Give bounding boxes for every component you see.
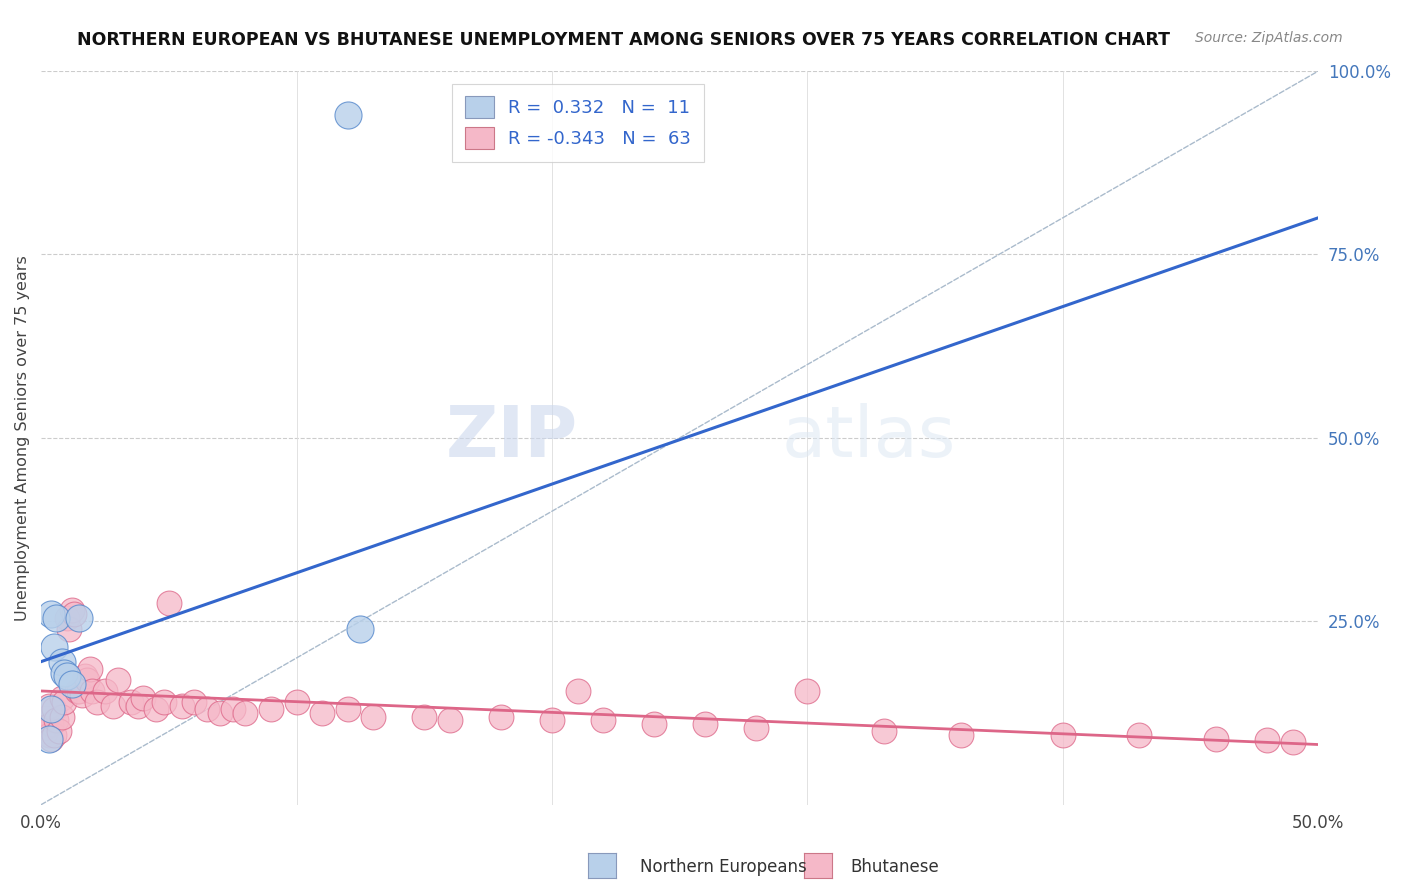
Point [60,676,83,690]
Point [53,695,76,709]
Point [38,698,60,713]
Point [42,640,65,654]
Point [35,711,58,725]
Point [439,714,461,728]
Text: Northern Europeans: Northern Europeans [640,858,807,876]
Point [76,673,98,687]
Point [55,610,77,624]
Point [53,665,76,680]
Point [361,709,384,723]
Point [695,717,717,731]
Point [541,714,564,728]
Point [86,695,108,709]
Point [1052,728,1074,742]
Point [1256,733,1278,747]
Point [38,731,60,746]
Point [42,728,65,742]
Point [221,702,243,716]
Point [41,731,63,746]
Point [107,673,129,687]
Point [45,610,67,624]
Point [235,706,257,720]
Point [489,709,512,723]
Point [195,702,218,716]
Legend: R =  0.332   N =  11, R = -0.343   N =  63: R = 0.332 N = 11, R = -0.343 N = 63 [453,84,704,162]
Point [145,702,167,716]
Point [311,706,333,720]
Point [157,596,180,610]
Point [1281,735,1303,749]
Point [873,724,896,739]
Point [127,698,149,713]
Point [132,691,155,706]
Point [38,728,60,742]
Point [32,721,55,735]
Point [41,717,63,731]
Point [745,721,768,735]
Point [51,655,73,669]
Text: ZIP: ZIP [446,403,578,473]
Text: atlas: atlas [782,403,956,473]
Point [949,728,972,742]
Point [208,706,231,720]
Point [82,684,104,698]
Text: Source: ZipAtlas.com: Source: ZipAtlas.com [1195,31,1343,45]
Point [51,709,73,723]
Point [567,684,589,698]
Point [48,724,70,739]
Point [63,607,86,621]
Point [152,695,174,709]
Point [413,709,436,723]
Point [101,698,124,713]
Point [79,662,101,676]
Point [796,684,818,698]
Text: NORTHERN EUROPEAN VS BHUTANESE UNEMPLOYMENT AMONG SENIORS OVER 75 YEARS CORRELAT: NORTHERN EUROPEAN VS BHUTANESE UNEMPLOYM… [77,31,1170,49]
Point [73,669,96,683]
Point [41,607,63,621]
Point [60,603,83,617]
Point [120,695,142,709]
Point [66,684,89,698]
Point [94,684,117,698]
Point [183,695,205,709]
Point [170,698,193,713]
Point [51,691,73,706]
Point [1128,728,1150,742]
Point [67,610,90,624]
Point [285,695,308,709]
Point [58,622,80,636]
Point [1205,731,1227,746]
Point [67,684,90,698]
Y-axis label: Unemployment Among Seniors over 75 years: Unemployment Among Seniors over 75 years [15,255,30,621]
Point [45,714,67,728]
Point [41,702,63,716]
Point [643,717,665,731]
Point [260,702,283,716]
Point [592,714,614,728]
Point [42,702,65,716]
Point [55,669,77,683]
Point [349,622,371,636]
Point [35,724,58,739]
Point [70,688,93,702]
Text: Bhutanese: Bhutanese [851,858,939,876]
Point [336,108,359,122]
Point [336,702,359,716]
